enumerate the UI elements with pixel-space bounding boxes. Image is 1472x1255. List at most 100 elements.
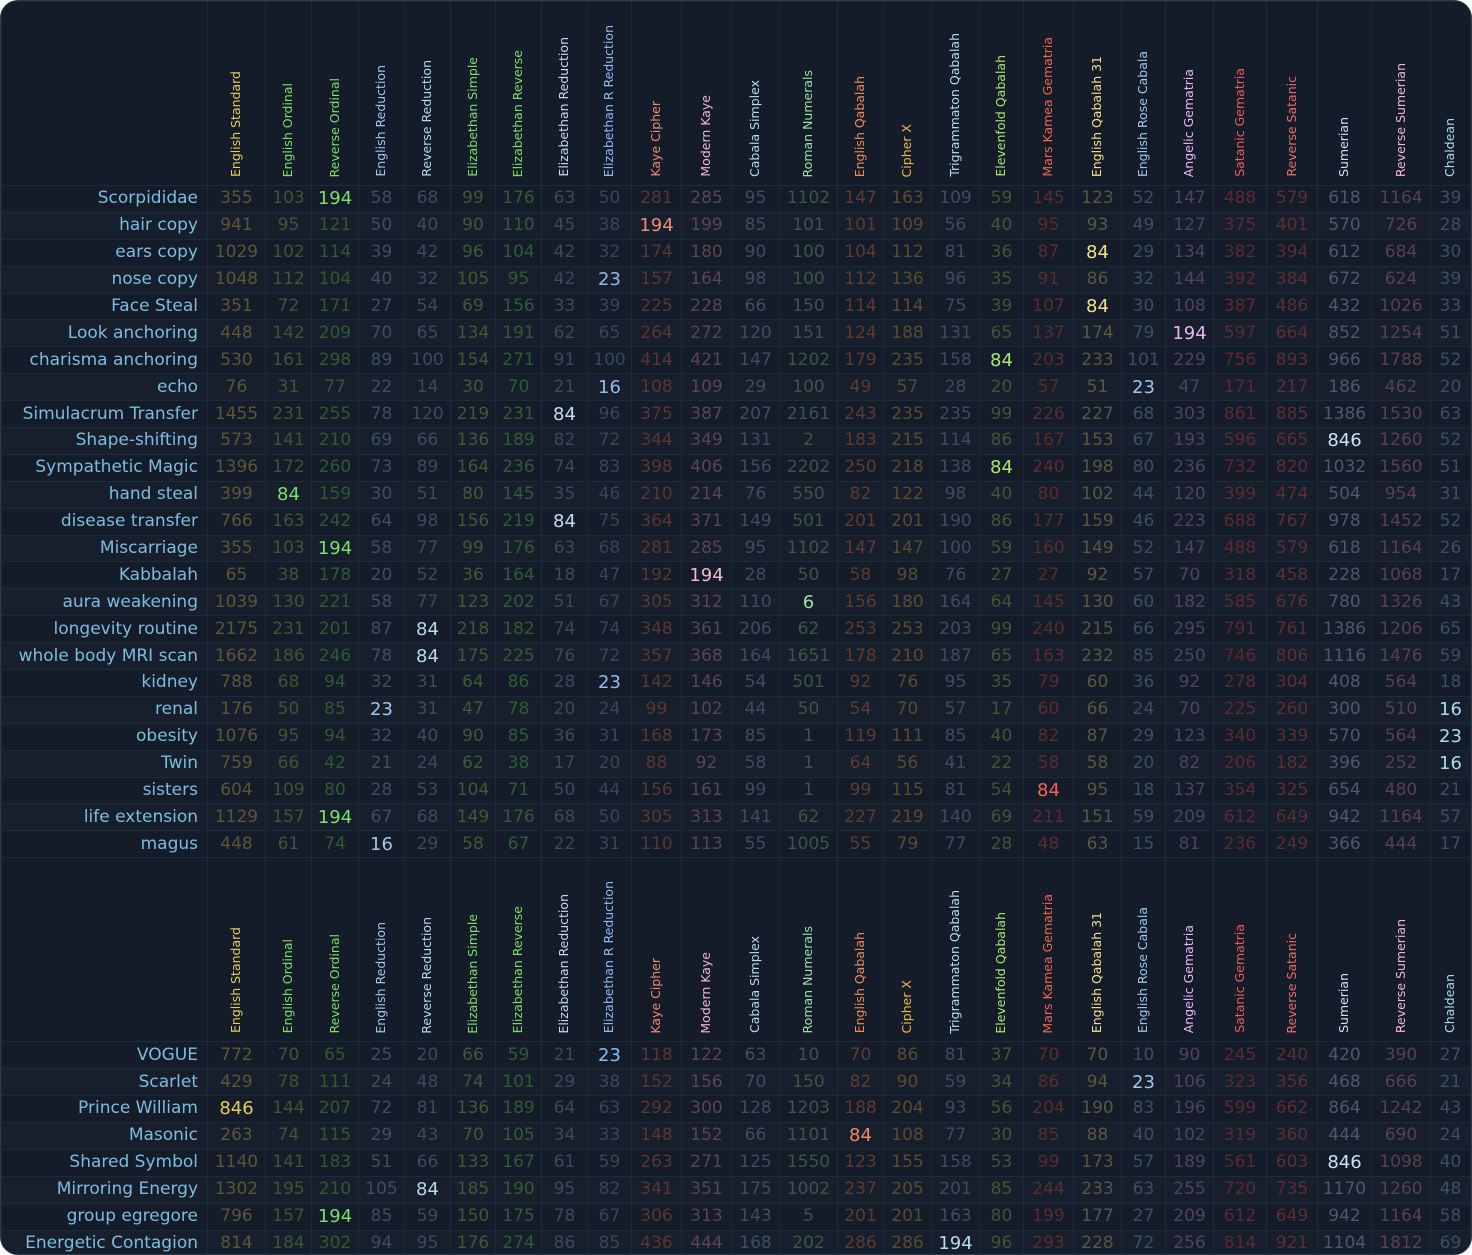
gematria-value[interactable]: 164 <box>495 561 542 590</box>
gematria-value[interactable]: 746 <box>1213 642 1267 671</box>
gematria-value[interactable]: 40 <box>979 480 1024 509</box>
gematria-value[interactable]: 74 <box>541 453 588 482</box>
gematria-value[interactable]: 164 <box>931 588 980 617</box>
gematria-value[interactable]: 94 <box>1073 1068 1122 1097</box>
gematria-value[interactable]: 255 <box>311 400 359 429</box>
gematria-value[interactable]: 114 <box>311 238 359 267</box>
gematria-value-match[interactable]: 84 <box>541 400 588 429</box>
phrase-label[interactable]: Masonic <box>1 1121 208 1150</box>
gematria-value[interactable]: 662 <box>1266 1095 1318 1123</box>
gematria-value[interactable]: 1048 <box>207 265 266 294</box>
gematria-value[interactable]: 664 <box>1266 319 1318 348</box>
gematria-value-match[interactable]: 23 <box>1430 722 1471 751</box>
gematria-value[interactable]: 599 <box>1213 1095 1267 1123</box>
gematria-value[interactable]: 108 <box>1165 292 1214 321</box>
gematria-value[interactable]: 392 <box>1213 265 1267 294</box>
cipher-header[interactable]: Trigrammaton Qabalah <box>931 1 980 186</box>
gematria-value[interactable]: 72 <box>587 427 632 455</box>
gematria-value[interactable]: 88 <box>1073 1121 1122 1150</box>
gematria-value[interactable]: 86 <box>883 1041 932 1070</box>
gematria-value[interactable]: 95 <box>1073 776 1122 805</box>
gematria-value[interactable]: 48 <box>1430 1175 1471 1204</box>
gematria-value[interactable]: 612 <box>1213 803 1267 832</box>
phrase-row[interactable]: disease transfer 766 163 242 64 98 156 219 84 75 3… <box>1 507 1471 536</box>
gematria-value[interactable]: 110 <box>731 588 780 617</box>
gematria-value[interactable]: 1560 <box>1371 453 1431 482</box>
gematria-value[interactable]: 50 <box>587 803 632 832</box>
phrase-row[interactable]: Scorpididae 355 103 194 58 68 99 176 63 50 281 285 9… <box>1 185 1471 213</box>
gematria-value[interactable]: 101 <box>1121 346 1166 375</box>
phrase-label[interactable]: life extension <box>1 803 208 832</box>
gematria-value[interactable]: 46 <box>587 480 632 509</box>
gematria-value[interactable]: 242 <box>311 507 359 536</box>
cipher-header[interactable]: English Qabalah <box>837 857 884 1043</box>
gematria-value[interactable]: 63 <box>1121 1175 1166 1204</box>
gematria-value[interactable]: 603 <box>1266 1148 1318 1177</box>
gematria-value[interactable]: 237 <box>837 1175 884 1204</box>
gematria-value[interactable]: 39 <box>358 238 405 267</box>
gematria-value[interactable]: 17 <box>1430 561 1471 590</box>
gematria-value[interactable]: 90 <box>883 1068 932 1097</box>
gematria-value[interactable]: 1455 <box>207 400 266 429</box>
gematria-value[interactable]: 163 <box>265 507 312 536</box>
gematria-value[interactable]: 676 <box>1266 588 1318 617</box>
gematria-value[interactable]: 51 <box>1073 373 1122 402</box>
cipher-header[interactable]: Modern Kaye <box>681 1 732 186</box>
gematria-value[interactable]: 18 <box>541 561 588 590</box>
gematria-value[interactable]: 24 <box>587 695 632 724</box>
gematria-value[interactable]: 128 <box>731 1095 780 1123</box>
gematria-value[interactable]: 58 <box>358 185 405 213</box>
gematria-value[interactable]: 245 <box>1213 1041 1267 1070</box>
gematria-value[interactable]: 618 <box>1317 534 1372 563</box>
gematria-value[interactable]: 142 <box>265 319 312 348</box>
gematria-value[interactable]: 236 <box>1213 830 1267 859</box>
gematria-value[interactable]: 152 <box>681 1121 732 1150</box>
gematria-value[interactable]: 448 <box>207 830 266 859</box>
gematria-value[interactable]: 62 <box>779 803 838 832</box>
gematria-value[interactable]: 176 <box>495 185 542 213</box>
cipher-header[interactable]: Kaye Cipher <box>631 857 682 1043</box>
gematria-value-match[interactable]: 194 <box>311 1202 359 1231</box>
gematria-value[interactable]: 92 <box>1073 561 1122 590</box>
gematria-value[interactable]: 40 <box>979 722 1024 751</box>
gematria-value[interactable]: 95 <box>931 669 980 697</box>
gematria-value[interactable]: 47 <box>1165 373 1214 402</box>
gematria-value[interactable]: 720 <box>1213 1175 1267 1204</box>
gematria-value[interactable]: 1242 <box>1371 1095 1431 1123</box>
gematria-value[interactable]: 64 <box>979 588 1024 617</box>
gematria-value[interactable]: 68 <box>404 803 451 832</box>
gematria-value[interactable]: 86 <box>979 427 1024 455</box>
gematria-value[interactable]: 66 <box>265 749 312 778</box>
cipher-header[interactable]: Cabala Simplex <box>731 857 780 1043</box>
gematria-value[interactable]: 235 <box>883 346 932 375</box>
gematria-value[interactable]: 48 <box>1023 830 1074 859</box>
gematria-value[interactable]: 130 <box>265 588 312 617</box>
gematria-value[interactable]: 123 <box>450 588 496 617</box>
phrase-label[interactable]: Look anchoring <box>1 319 208 348</box>
gematria-value[interactable]: 112 <box>883 238 932 267</box>
gematria-value[interactable]: 111 <box>883 722 932 751</box>
gematria-value[interactable]: 90 <box>450 722 496 751</box>
gematria-value[interactable]: 151 <box>779 319 838 348</box>
gematria-value[interactable]: 20 <box>979 373 1024 402</box>
gematria-value[interactable]: 209 <box>311 319 359 348</box>
gematria-value[interactable]: 90 <box>731 238 780 267</box>
gematria-value[interactable]: 63 <box>541 185 588 213</box>
gematria-value[interactable]: 188 <box>837 1095 884 1123</box>
gematria-value[interactable]: 93 <box>1073 211 1122 240</box>
gematria-value[interactable]: 22 <box>358 373 405 402</box>
gematria-value[interactable]: 90 <box>450 211 496 240</box>
gematria-value[interactable]: 1101 <box>779 1121 838 1150</box>
gematria-value[interactable]: 206 <box>731 615 780 644</box>
gematria-value[interactable]: 1302 <box>207 1175 266 1204</box>
gematria-value[interactable]: 78 <box>265 1068 312 1097</box>
gematria-value[interactable]: 189 <box>495 1095 542 1123</box>
gematria-value[interactable]: 772 <box>207 1041 266 1070</box>
gematria-value[interactable]: 171 <box>311 292 359 321</box>
gematria-value[interactable]: 50 <box>779 695 838 724</box>
gematria-value[interactable]: 81 <box>931 238 980 267</box>
gematria-value[interactable]: 62 <box>450 749 496 778</box>
phrase-row[interactable]: VOGUE 772 70 65 25 20 66 59 21 23 118 122 63 10 70 86 81… <box>1 1041 1471 1070</box>
gematria-value-match[interactable]: 6 <box>779 588 838 617</box>
gematria-value[interactable]: 281 <box>631 185 682 213</box>
